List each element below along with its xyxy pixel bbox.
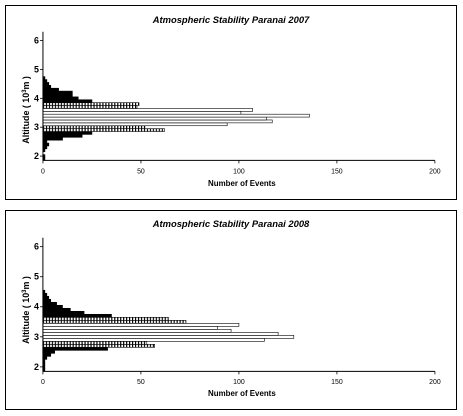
bar-solid <box>42 134 83 138</box>
bar-solid <box>42 356 48 360</box>
y-tick-label: 6 <box>34 36 39 46</box>
bar-open <box>42 108 253 112</box>
bar-hatched <box>42 128 165 132</box>
bar-open <box>42 329 232 333</box>
y-axis-label-sup: 3 <box>22 289 28 293</box>
bar-solid <box>42 93 73 98</box>
x-tick-label: 200 <box>429 379 441 386</box>
chart-title: Atmospheric Stability Paranai 2007 <box>152 14 310 25</box>
bar-hatched <box>42 341 148 345</box>
bar-solid <box>42 307 71 312</box>
chart-2007: Atmospheric Stability Paranai 2007 0 50 10… <box>21 14 441 188</box>
x-tick-label: 50 <box>137 168 145 175</box>
y-tick-label: 4 <box>34 302 39 312</box>
bar-open <box>42 122 228 127</box>
y-tick-label: 3 <box>34 122 39 132</box>
bar-solid <box>42 82 50 86</box>
bar-solid <box>42 99 93 103</box>
bar-hatched <box>42 344 155 348</box>
y-tick-label: 5 <box>34 64 39 74</box>
bar-solid <box>42 90 73 95</box>
bar-open <box>42 119 273 124</box>
y-axis-label: Altitude ( 103m ) <box>21 276 31 344</box>
bar-open <box>42 335 295 339</box>
y-axis-label-sup: 3 <box>22 89 28 93</box>
y-axis-label-main: Altitude ( 10 <box>21 93 31 144</box>
x-tick-label: 100 <box>233 168 245 175</box>
bar-solid <box>42 295 50 300</box>
chart-title: Atmospheric Stability Paranai 2008 <box>152 218 310 229</box>
bar-open <box>42 338 265 342</box>
bar-solid <box>42 298 52 303</box>
bar-solid <box>42 353 52 357</box>
bar-solid <box>42 313 112 318</box>
x-tick-label: 200 <box>429 168 441 175</box>
bar-solid <box>42 350 55 354</box>
bar-solid <box>42 87 59 92</box>
bar-solid <box>42 137 63 141</box>
x-tick-label: 0 <box>41 168 45 175</box>
bar-solid <box>42 85 52 89</box>
bar-solid <box>42 139 48 144</box>
bar-solid <box>42 347 108 351</box>
x-tick-label: 150 <box>331 379 343 386</box>
bar-solid <box>42 79 48 83</box>
x-tick-label: 0 <box>41 379 45 386</box>
y-tick-label: 4 <box>34 93 39 103</box>
chart-panel-2008: Atmospheric Stability Paranai 2008 0 50 10… <box>5 210 457 410</box>
chart-panel-2007: Atmospheric Stability Paranai 2007 0 50 10… <box>5 5 457 200</box>
y-axis-label-tail: m ) <box>21 276 31 289</box>
y-axis-label: Altitude ( 103m ) <box>21 76 31 144</box>
y-axis-label-main: Altitude ( 10 <box>21 293 31 344</box>
x-tick-label: 50 <box>137 379 145 386</box>
bar-hatched <box>42 105 138 109</box>
x-tick-label: 150 <box>331 168 343 175</box>
bar-solid <box>42 310 85 315</box>
x-axis-label: Number of Events <box>208 389 276 398</box>
bar-solid <box>42 145 48 150</box>
bar-open <box>42 111 242 115</box>
bar-open <box>42 116 267 121</box>
bar-solid <box>42 142 50 147</box>
y-tick-label: 6 <box>34 242 39 252</box>
y-tick-label: 2 <box>34 362 39 372</box>
bar-solid <box>42 131 93 135</box>
y-tick-label: 3 <box>34 332 39 342</box>
bar-solid <box>42 301 57 306</box>
bar-solid <box>42 304 63 309</box>
bar-open <box>42 332 279 336</box>
bar-hatched <box>42 319 187 324</box>
chart-2008: Atmospheric Stability Paranai 2008 0 50 10… <box>21 218 441 398</box>
x-tick-label: 100 <box>233 379 245 386</box>
y-tick-label: 5 <box>34 272 39 282</box>
bar-hatched <box>42 102 140 106</box>
bar-hatched <box>42 316 169 321</box>
bar-open <box>42 113 310 118</box>
x-axis-label: Number of Events <box>208 179 276 188</box>
y-tick-label: 2 <box>34 151 39 161</box>
bar-open <box>42 323 240 327</box>
y-axis-label-tail: m ) <box>21 76 31 89</box>
bar-solid <box>42 96 79 101</box>
bar-solid <box>42 292 48 297</box>
bar-hatched <box>42 125 146 129</box>
bar-open <box>42 326 218 330</box>
